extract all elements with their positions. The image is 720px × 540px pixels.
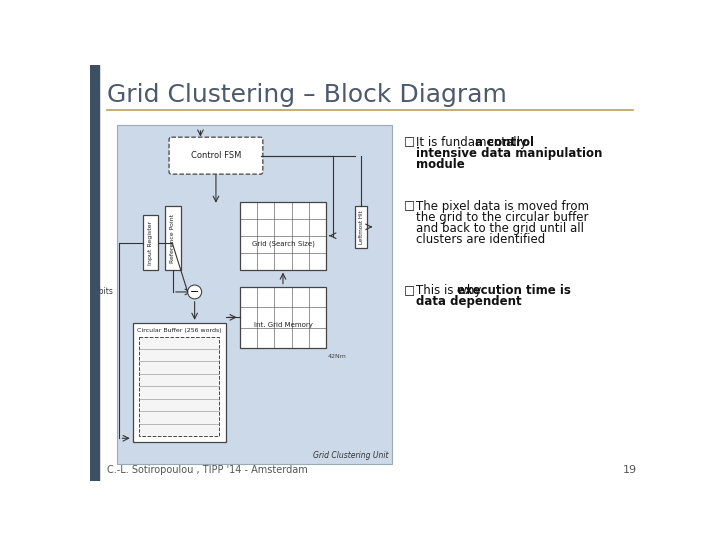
- Text: It is fundamentally: It is fundamentally: [416, 136, 531, 148]
- Text: data dependent: data dependent: [416, 295, 522, 308]
- Bar: [240, 287, 326, 348]
- Bar: [90, 65, 99, 481]
- Text: −: −: [190, 287, 199, 297]
- Text: Grid Clustering Unit: Grid Clustering Unit: [313, 451, 388, 460]
- FancyBboxPatch shape: [169, 137, 263, 174]
- Bar: [240, 202, 326, 269]
- Text: execution time is: execution time is: [456, 284, 570, 297]
- Text: 19: 19: [623, 465, 637, 475]
- Text: □: □: [404, 200, 415, 213]
- Text: C.-L. Sotiropoulou , TIPP '14 - Amsterdam: C.-L. Sotiropoulou , TIPP '14 - Amsterda…: [107, 465, 308, 475]
- Text: Circular Buffer (256 words): Circular Buffer (256 words): [137, 328, 222, 333]
- Bar: [143, 215, 158, 271]
- Text: a control: a control: [475, 136, 534, 148]
- Text: □: □: [404, 284, 415, 297]
- Text: Reference Point: Reference Point: [171, 213, 176, 262]
- Text: the grid to the circular buffer: the grid to the circular buffer: [416, 211, 589, 224]
- Text: Leftmost Hit: Leftmost Hit: [359, 210, 364, 244]
- Text: Control FSM: Control FSM: [191, 151, 241, 160]
- Text: □: □: [404, 136, 415, 148]
- Bar: [117, 125, 392, 464]
- Text: This is why: This is why: [416, 284, 485, 297]
- Text: 42Nm: 42Nm: [328, 354, 347, 359]
- Bar: [165, 206, 181, 271]
- Text: module: module: [416, 158, 465, 171]
- Bar: [132, 323, 225, 442]
- Text: clusters are identified: clusters are identified: [416, 233, 546, 246]
- Text: intensive data manipulation: intensive data manipulation: [416, 147, 603, 160]
- Text: and back to the grid until all: and back to the grid until all: [416, 222, 584, 235]
- Text: 42bits: 42bits: [89, 287, 113, 296]
- Bar: [355, 206, 367, 248]
- Text: Grid (Search Size): Grid (Search Size): [251, 240, 315, 247]
- Text: Input Register: Input Register: [148, 220, 153, 265]
- Text: The pixel data is moved from: The pixel data is moved from: [416, 200, 589, 213]
- Text: Int. Grid Memory: Int. Grid Memory: [253, 322, 312, 328]
- Bar: [139, 336, 220, 436]
- Circle shape: [188, 285, 202, 299]
- Text: Grid Clustering – Block Diagram: Grid Clustering – Block Diagram: [107, 83, 507, 107]
